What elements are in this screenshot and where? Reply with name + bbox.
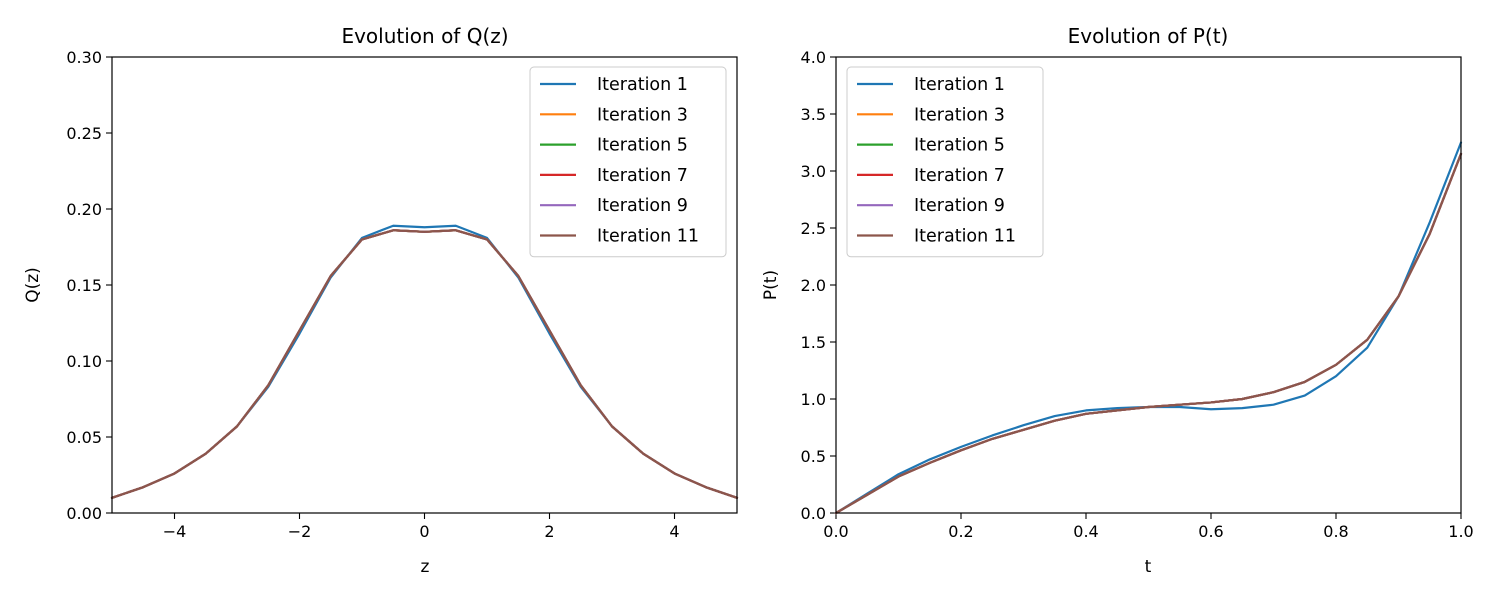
p-chart-legend-label: Iteration 1	[914, 75, 1005, 95]
q-chart-ytick-label: 0.30	[66, 48, 102, 67]
q-chart-frame	[111, 56, 738, 514]
p-chart-xtick-label: 0.0	[823, 522, 848, 541]
q-chart-xtick-label: 4	[669, 522, 679, 541]
q-chart-ytick-label: 0.25	[66, 124, 102, 143]
p-chart-xtick-label: 0.8	[1323, 522, 1348, 541]
p-chart-ytick-label: 3.5	[801, 105, 826, 124]
q-chart-ytick-label: 0.00	[66, 504, 102, 523]
p-chart-ytick-label: 4.0	[801, 48, 826, 67]
q-chart-xtick-label: −2	[288, 522, 312, 541]
p-chart: Evolution of P(t) t P(t) 0.0 0.2 0.4 0.6 0.8…	[761, 24, 1474, 577]
q-chart-legend-label: Iteration 3	[597, 105, 688, 125]
p-chart-ytick-label: 3.0	[801, 162, 826, 181]
q-chart-series-line-6	[110, 229, 739, 499]
p-chart-legend-label: Iteration 9	[914, 196, 1005, 216]
q-chart-ticks: −4 −2 0 2 4 0.00 0.05 0.10 0.15 0.20 0.25 0.30	[66, 48, 679, 541]
q-chart-series	[110, 224, 739, 499]
p-chart-xtick-label: 1.0	[1448, 522, 1473, 541]
q-chart-legend: Iteration 1 Iteration 3 Iteration 5 Iterati…	[529, 66, 727, 258]
p-chart-legend: Iteration 1 Iteration 3 Iteration 5 Iterati…	[846, 66, 1044, 258]
p-chart-xlabel: t	[1145, 557, 1152, 577]
p-chart-ticks: 0.0 0.2 0.4 0.6 0.8 1.0 0.0 0.5 1.0 1.5 2.0 2.5 3.0 3…	[801, 48, 1474, 541]
p-chart-xtick-label: 0.6	[1198, 522, 1223, 541]
p-chart-ytick-label: 2.5	[801, 219, 826, 238]
q-chart-ytick-label: 0.10	[66, 352, 102, 371]
p-chart-legend-label: Iteration 7	[914, 166, 1005, 186]
q-chart-xlabel: z	[421, 557, 430, 577]
p-chart-ylabel: P(t)	[761, 270, 781, 300]
p-chart-title: Evolution of P(t)	[1068, 24, 1229, 48]
p-chart-xtick-label: 0.4	[1073, 522, 1098, 541]
q-chart-xtick-label: 2	[544, 522, 554, 541]
p-chart-ytick-label: 0.5	[801, 447, 826, 466]
q-chart-legend-label: Iteration 7	[597, 166, 688, 186]
q-chart-ytick-label: 0.20	[66, 200, 102, 219]
q-chart-xtick-label: −4	[163, 522, 187, 541]
q-chart-legend-label: Iteration 11	[597, 227, 699, 247]
q-chart-legend-label: Iteration 1	[597, 75, 688, 95]
p-chart-ytick-label: 0.0	[801, 504, 826, 523]
q-chart-legend-label: Iteration 9	[597, 196, 688, 216]
p-chart-ytick-label: 1.0	[801, 390, 826, 409]
p-chart-legend-box	[846, 66, 1044, 258]
q-chart-ytick-label: 0.15	[66, 276, 102, 295]
p-chart-frame	[835, 56, 1462, 514]
p-chart-ytick-label: 2.0	[801, 276, 826, 295]
q-chart-title: Evolution of Q(z)	[341, 24, 508, 48]
p-chart-legend-label: Iteration 3	[914, 105, 1005, 125]
p-chart-legend-label: Iteration 11	[914, 227, 1016, 247]
q-chart: Evolution of Q(z) z Q(z) −4 −2 0 2 4 0.00 0.05…	[23, 24, 739, 577]
p-chart-legend-label: Iteration 5	[914, 136, 1005, 156]
p-chart-series	[834, 141, 1463, 515]
p-chart-ytick-label: 1.5	[801, 333, 826, 352]
q-chart-xtick-label: 0	[419, 522, 429, 541]
q-chart-ytick-label: 0.05	[66, 428, 102, 447]
p-chart-series-line-6	[834, 152, 1463, 515]
p-chart-xtick-label: 0.2	[948, 522, 973, 541]
q-chart-ylabel: Q(z)	[23, 267, 43, 303]
q-chart-legend-label: Iteration 5	[597, 136, 688, 156]
q-chart-legend-box	[529, 66, 727, 258]
